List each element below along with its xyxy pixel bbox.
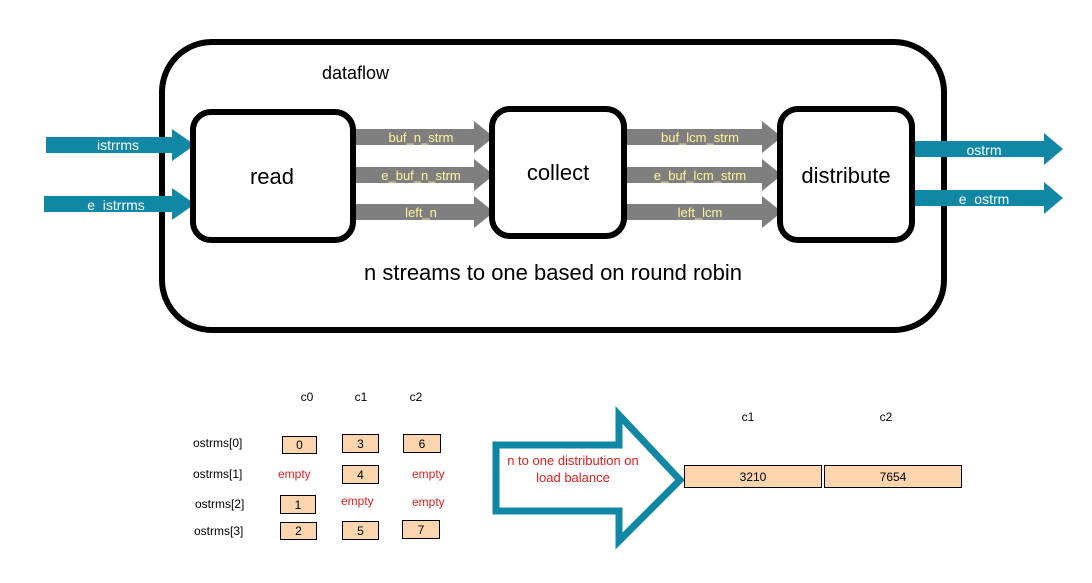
table-cell-r2-c1: empty [341,494,374,508]
distribute-block-label: distribute [801,163,891,188]
table-col-c1: c1 [354,390,368,404]
table-cell-r3-c0: 2 [280,522,317,540]
table-row-label-3: ostrms[3] [194,524,244,538]
table-row-label-0: ostrms[0] [193,436,243,450]
output-label-ostrm: ostrm [966,142,1002,158]
read-block [190,109,356,243]
table-cell-r0-c1: 3 [342,434,379,453]
table-row-label-2: ostrms[2] [195,497,245,511]
label-left-lcm: left_lcm [677,205,723,220]
table-col-c2: c2 [409,390,423,404]
result-col-c2: c2 [879,410,893,424]
label-buf-n-strm: buf_n_strm [388,130,454,145]
table-cell-r1-c2: empty [412,467,445,481]
input-label-e-istrrms: e_istrrms [87,197,145,213]
big-distribution-arrow [492,406,685,550]
table-cell-r2-c0: 1 [280,495,316,514]
output-arrow-ostrm [912,133,1063,165]
arrow-left-n [354,196,494,228]
label-buf-lcm-strm: buf_lcm_strm [660,130,740,145]
label-left-n: left_n [405,205,437,220]
collect-block-label: collect [526,160,590,185]
arrow-buf-lcm-strm [624,121,782,153]
arrow-e-buf-lcm-strm [624,159,782,191]
distribute-block [777,106,915,243]
table-cell-r1-c0: empty [278,467,311,481]
arrow-left-lcm [624,196,782,228]
output-arrow-e-ostrm [912,182,1063,214]
input-label-istrrms: istrrms [97,137,139,153]
dataflow-label: dataflow [322,63,390,83]
label-e-buf-n-strm: e_buf_n_strm [381,168,461,183]
table-col-c0: c0 [300,390,314,404]
input-arrow-e-istrrms [44,188,195,220]
subtitle: n streams to one based on round robin [364,260,742,285]
table-cell-r3-c2: 7 [402,520,440,539]
label-e-buf-lcm-strm: e_buf_lcm_strm [653,168,747,183]
table-row-label-1: ostrms[1] [193,467,243,481]
input-arrow-istrrms [46,129,195,161]
result-col-c1: c1 [741,410,755,424]
output-label-e-ostrm: e_ostrm [958,191,1010,207]
table-cell-r0-c2: 6 [403,434,441,453]
table-cell-r3-c1: 5 [342,521,379,540]
table-cell-r1-c1: 4 [342,465,379,484]
read-block-label: read [249,164,295,189]
table-cell-r0-c0: 0 [282,436,317,454]
result-cell-c2: 7654 [824,465,962,488]
collect-block [489,106,627,239]
table-cell-r2-c2: empty [412,495,445,509]
big-arrow-label: n to one distribution on load balance [507,453,639,485]
arrow-buf-n-strm [354,121,494,153]
result-cell-c1: 3210 [684,465,822,488]
arrow-e-buf-n-strm [354,159,494,191]
